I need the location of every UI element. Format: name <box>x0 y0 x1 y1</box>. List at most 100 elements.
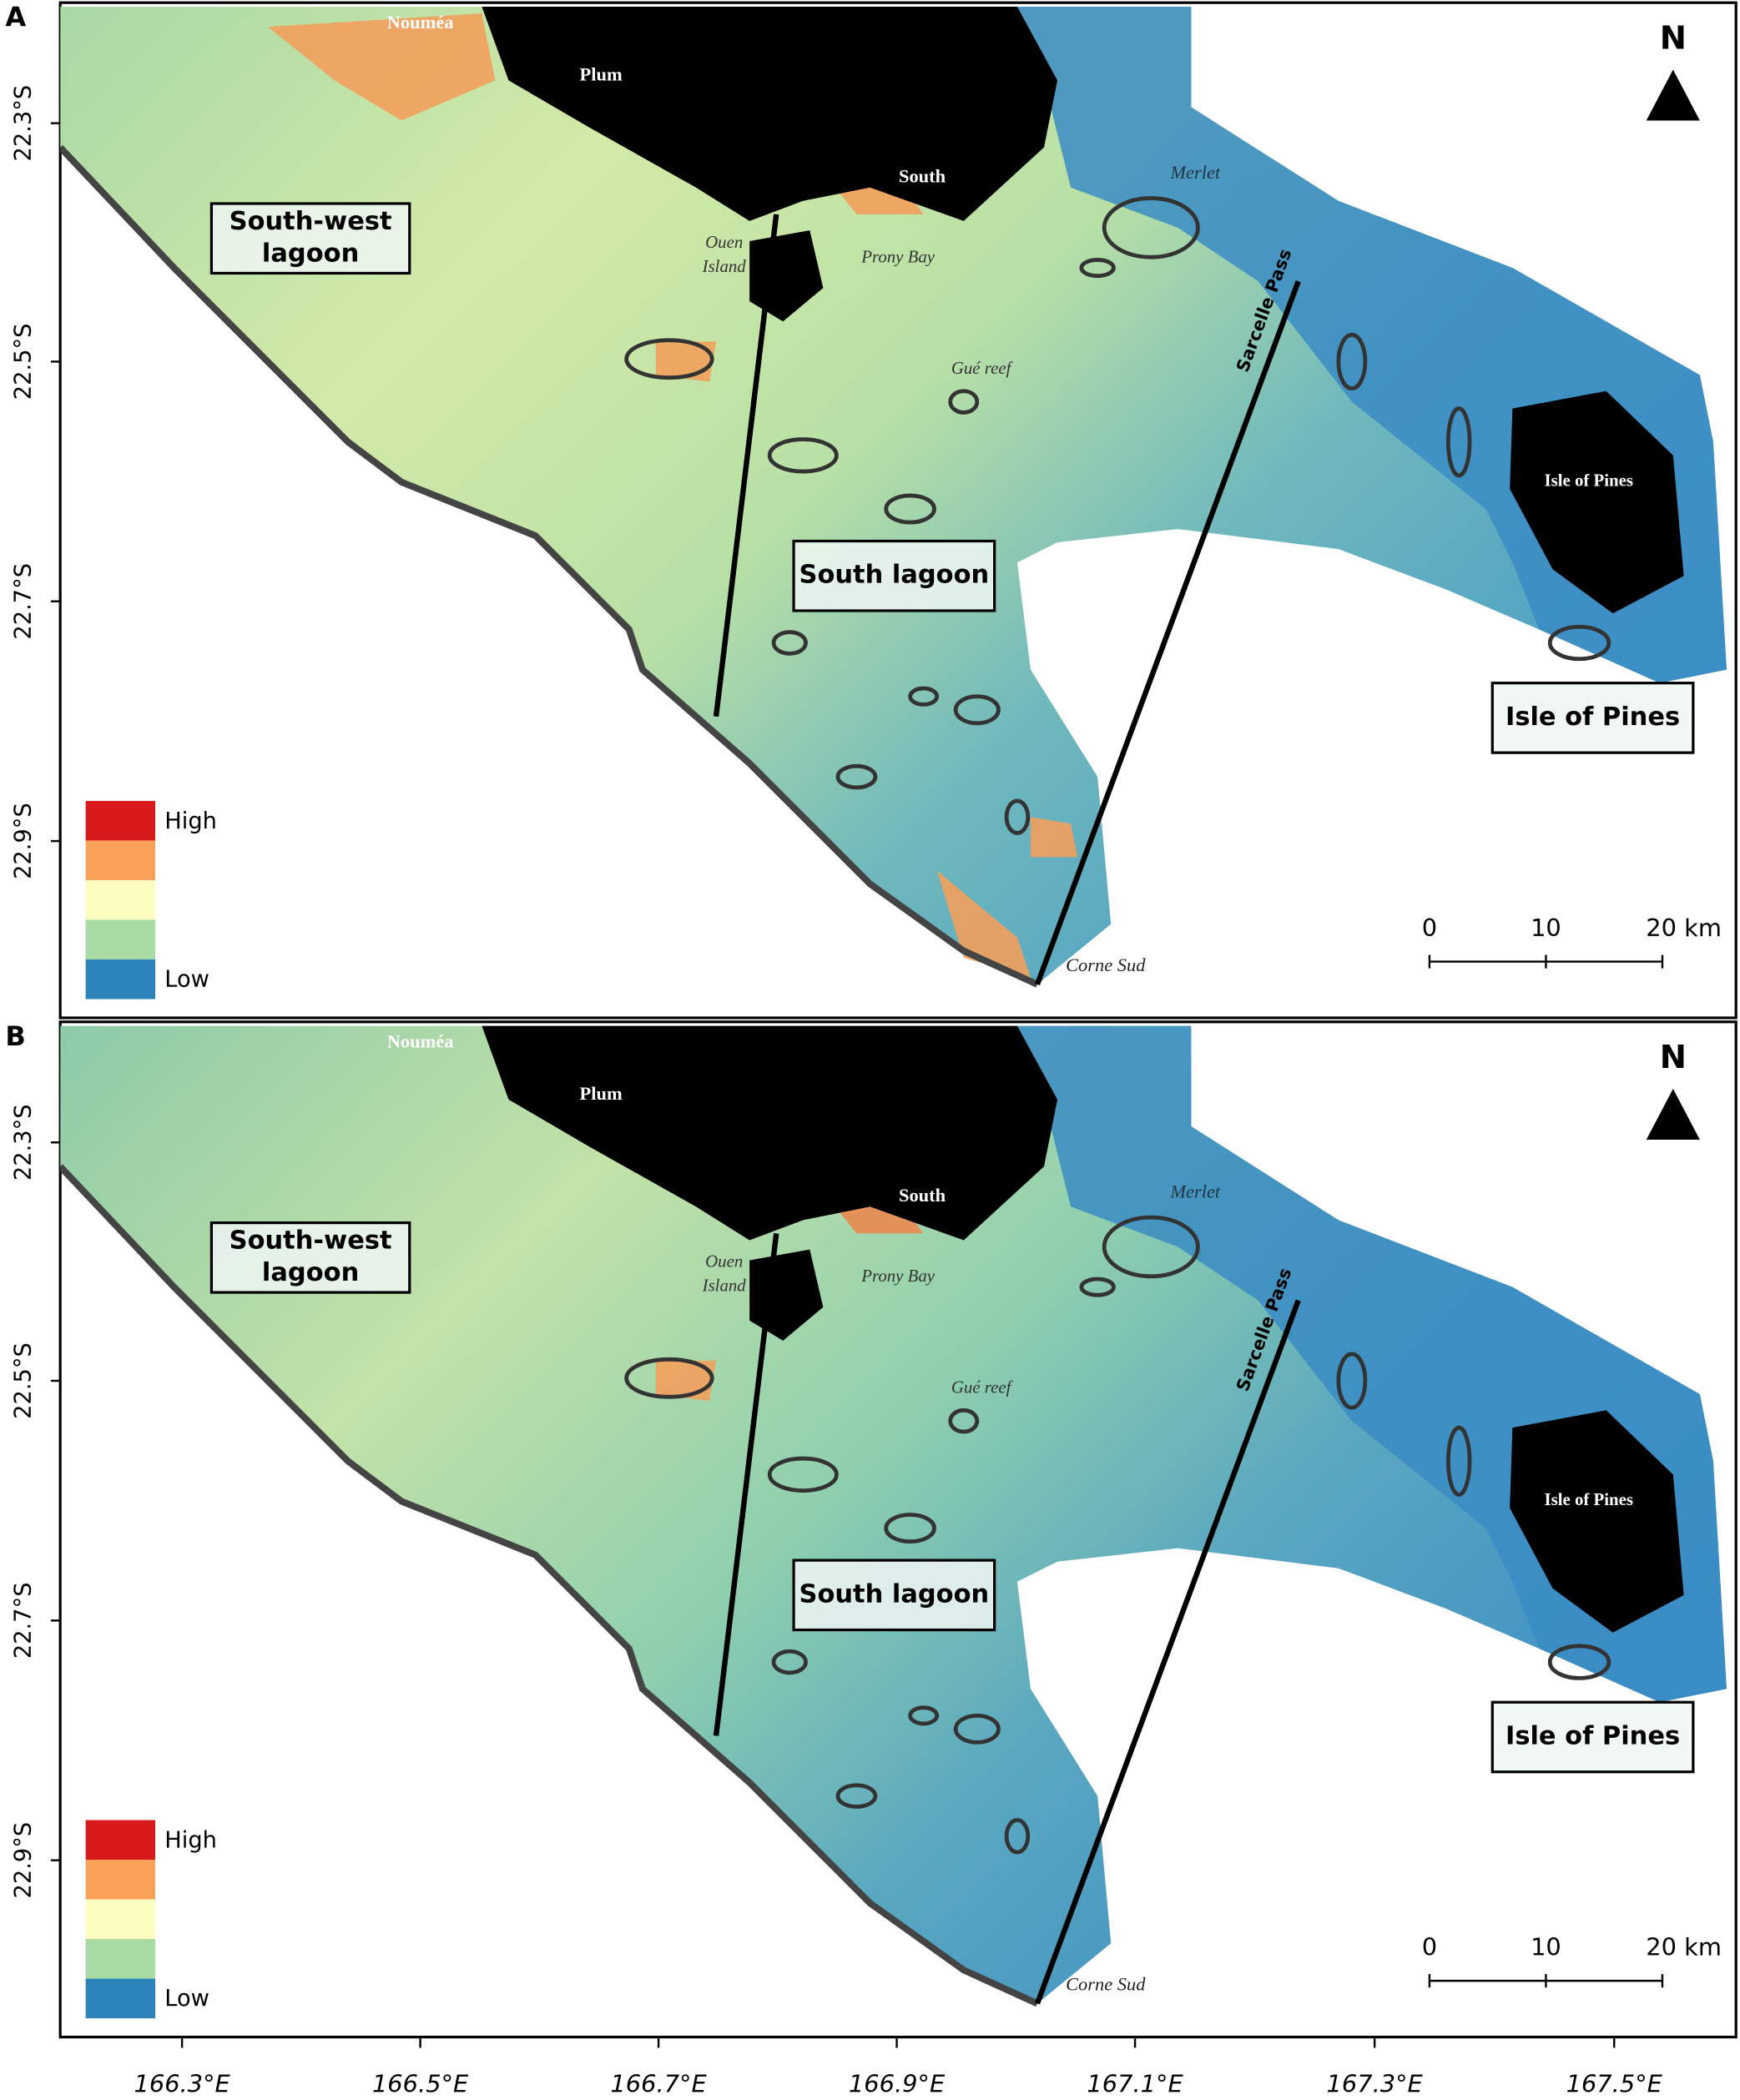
north-arrow <box>1646 69 1700 121</box>
legend-label: High <box>164 808 217 834</box>
lat-tick-label: 22.9°S <box>10 803 36 879</box>
lon-tick-label: 167.3°E <box>1326 2069 1423 2097</box>
map-body <box>60 7 1727 988</box>
north-label: N <box>1660 20 1687 58</box>
place-label: Gué reef <box>951 1377 1014 1397</box>
reef <box>1079 258 1116 279</box>
region-label: lagoon <box>262 239 359 268</box>
reef <box>771 630 808 656</box>
reef <box>1547 624 1611 662</box>
scale-label: 20 km <box>1646 914 1722 942</box>
scale-label: 0 <box>1422 1933 1437 1962</box>
reef <box>948 1408 980 1434</box>
region-label: lagoon <box>262 1258 359 1287</box>
map-panel: Nouméa Plum South Merlet Ouen Island Prony Bay… <box>5 1 1737 1020</box>
place-label: Ouen <box>705 232 743 252</box>
lat-tick-label: 22.5°S <box>10 1342 36 1419</box>
place-label: Isle of Pines <box>1545 471 1633 491</box>
reef <box>948 389 980 415</box>
place-label: Plum <box>580 1083 623 1104</box>
legend-swatch <box>85 919 156 959</box>
reef <box>767 437 839 474</box>
reef <box>1004 1818 1031 1855</box>
place-label: Nouméa <box>387 12 454 33</box>
place-label: Prony Bay <box>860 1266 935 1286</box>
place-label: Island <box>702 256 747 276</box>
boundary-line <box>713 1233 779 1736</box>
reef <box>1102 196 1200 259</box>
reef <box>771 1649 808 1675</box>
reef <box>1547 1644 1611 1680</box>
lat-tick-label: 22.7°S <box>10 1582 36 1659</box>
region-box <box>209 202 411 275</box>
place-label: Isle of Pines <box>1545 1489 1633 1509</box>
map-body <box>60 1025 1727 2007</box>
scale-label: 10 <box>1531 1933 1561 1962</box>
legend-swatch <box>85 840 156 880</box>
reef <box>1445 1425 1472 1497</box>
region-label: South lagoon <box>799 561 990 590</box>
legend-swatch <box>85 959 156 1000</box>
region-box <box>792 1559 996 1632</box>
coastline <box>60 144 1039 988</box>
place-label: South <box>899 166 946 187</box>
place-label: Gué reef <box>951 358 1014 378</box>
place-label: Prony Bay <box>860 247 935 267</box>
reef <box>767 1456 839 1493</box>
region-box <box>209 1221 411 1294</box>
map-panel: Nouméa Plum South Merlet Ouen Island Prony Bay… <box>5 1020 1737 2039</box>
region-label: South-west <box>229 1226 392 1256</box>
boundary-line <box>1034 1299 1301 2005</box>
place-label: Corne Sud <box>1066 954 1146 975</box>
reef <box>1004 798 1031 835</box>
panel-letter: B <box>5 1020 25 1052</box>
region-label: South lagoon <box>799 1579 990 1609</box>
land <box>1510 390 1684 614</box>
reef <box>1445 406 1472 478</box>
high-area <box>267 13 496 121</box>
lon-tick-label: 166.7°E <box>610 2069 707 2097</box>
legend-swatch <box>85 1978 156 2019</box>
reef <box>953 1713 1001 1745</box>
boundary-line <box>713 214 779 718</box>
reef <box>1336 332 1368 390</box>
land <box>482 7 1058 221</box>
reef <box>624 1357 714 1399</box>
region-box <box>1490 682 1695 754</box>
region-label: Isle of Pines <box>1505 703 1680 732</box>
scale-label: 0 <box>1422 914 1437 942</box>
legend-swatch <box>85 1820 156 1861</box>
north-label: N <box>1660 1039 1687 1076</box>
reef <box>1079 1277 1116 1297</box>
scale-label: 20 km <box>1646 1933 1722 1962</box>
reef <box>953 694 1001 726</box>
reef <box>624 338 714 380</box>
lon-tick-label: 167.1°E <box>1087 2069 1183 2097</box>
coastline <box>60 1164 1039 2007</box>
legend-swatch <box>85 800 156 841</box>
place-label: Nouméa <box>387 1031 454 1052</box>
lon-tick-label: 166.3°E <box>134 2069 230 2097</box>
north-arrow <box>1646 1089 1700 1141</box>
high-area <box>936 870 1031 978</box>
reef <box>908 1705 940 1726</box>
land <box>1510 1410 1684 1633</box>
lon-tick-label: 166.5°E <box>372 2069 469 2097</box>
lat-tick-label: 22.9°S <box>10 1822 36 1899</box>
reef <box>835 763 878 790</box>
reef <box>1102 1215 1200 1279</box>
reef <box>884 1513 936 1544</box>
lat-tick-label: 22.7°S <box>10 563 36 640</box>
place-label: Merlet <box>1169 1181 1221 1201</box>
boundary-line <box>1034 279 1301 985</box>
lat-tick-label: 22.5°S <box>10 324 36 400</box>
reef <box>884 493 936 525</box>
region-box <box>792 539 996 612</box>
place-label: Ouen <box>705 1251 743 1272</box>
place-label: Island <box>702 1275 747 1295</box>
region-label: South-west <box>229 207 392 236</box>
region-label: Isle of Pines <box>1505 1721 1680 1750</box>
legend-label: Low <box>164 967 209 993</box>
lon-tick-label: 167.5°E <box>1566 2069 1663 2097</box>
